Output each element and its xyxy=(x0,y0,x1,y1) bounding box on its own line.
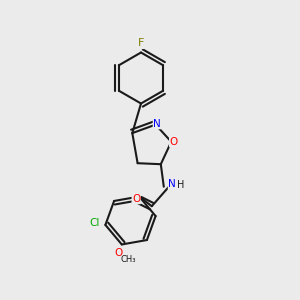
Text: O: O xyxy=(169,137,178,147)
Text: N: N xyxy=(168,179,176,189)
Text: N: N xyxy=(153,119,161,129)
Text: O: O xyxy=(132,194,140,204)
Text: O: O xyxy=(115,248,123,259)
Text: F: F xyxy=(138,38,144,49)
Text: H: H xyxy=(177,180,184,190)
Text: Cl: Cl xyxy=(90,218,100,228)
Text: CH₃: CH₃ xyxy=(121,255,136,264)
